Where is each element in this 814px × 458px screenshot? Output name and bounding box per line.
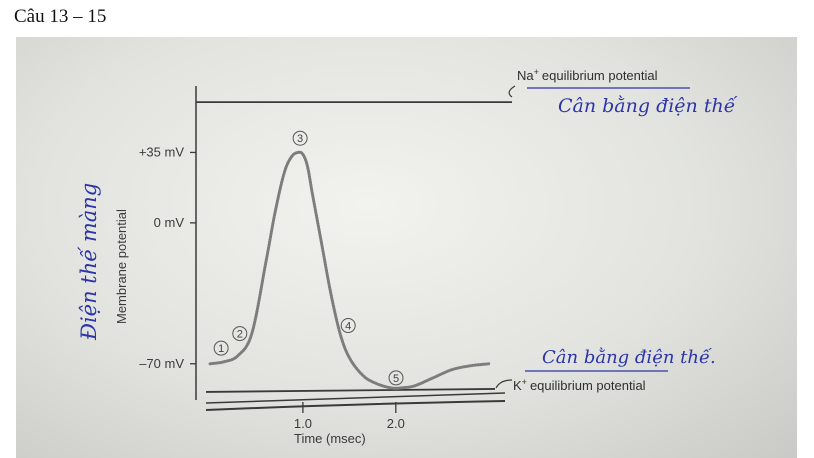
handwritten-top-right: Cân bằng điện thế [527,87,738,117]
x-axis [205,392,506,411]
k-leader-arrow [495,379,513,389]
x-tick-label-1: 2.0 [387,416,405,431]
k-equilibrium-label: K+ equilibrium potential [513,377,646,393]
stage-marker-label-5: 5 [393,373,399,385]
stage-marker-label-3: 3 [297,133,303,145]
x-axis-title: Time (msec) [294,431,366,446]
handwritten-bottom-right: Cân bằng điện thế. [525,346,716,372]
y-tick-label-0: +35 mV [139,144,184,159]
stage-marker-circle-4 [340,318,356,334]
x-ticks: 1.0 2.0 [294,402,405,431]
y-axis-title: Membrane potential [114,209,129,324]
stage-markers: 1 2 3 4 5 [213,130,404,386]
na-equilibrium-label: Na+ equilibrium potential [517,67,658,83]
series-layer [208,150,491,390]
svg-text:Cân bằng điện thế.: Cân bằng điện thế. [542,346,716,368]
y-ticks: +35 mV 0 mV –70 mV [139,144,196,371]
y-tick-label-1: 0 mV [154,215,185,230]
stage-marker-circle-5 [388,370,404,386]
stage-marker-label-1: 1 [218,343,224,355]
stage-marker-circle-2 [232,326,248,342]
na-leader-arrow [508,85,516,98]
svg-text:Điện thế màng: Điện thế màng [77,183,101,341]
stage-marker-label-2: 2 [237,329,243,341]
x-tick-label-0: 1.0 [294,416,312,431]
stage-marker-label-4: 4 [345,321,351,333]
svg-text:Cân bằng điện thế: Cân bằng điện thế [558,95,738,117]
k-equilibrium-line [205,388,496,393]
stage-marker-circle-1 [213,340,229,356]
page-heading: Câu 13 – 15 [14,6,107,27]
series-line-0 [208,150,491,390]
y-tick-label-2: –70 mV [139,356,184,371]
stage-marker-circle-3 [292,130,308,146]
handwritten-left-vertical: Điện thế màng [77,183,101,341]
